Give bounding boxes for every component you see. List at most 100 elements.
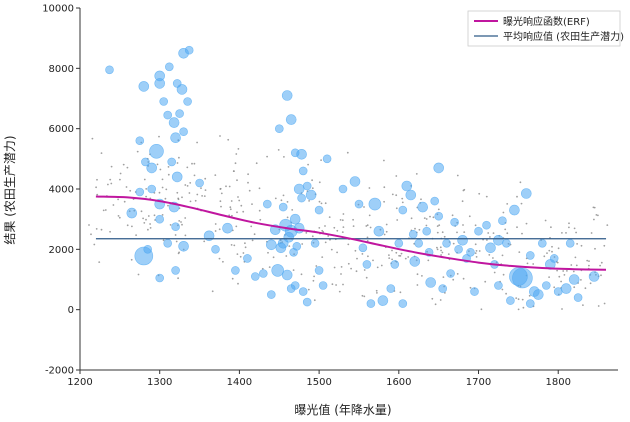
background-dot bbox=[563, 274, 566, 276]
background-dot bbox=[181, 196, 183, 199]
background-dot bbox=[164, 197, 167, 200]
bubble-point bbox=[485, 242, 496, 254]
background-dot bbox=[586, 259, 589, 262]
background-dot bbox=[110, 182, 113, 185]
background-dot bbox=[307, 163, 309, 166]
background-dot bbox=[247, 181, 249, 184]
background-dot bbox=[137, 273, 140, 276]
background-dot bbox=[324, 241, 327, 244]
background-dot bbox=[238, 199, 241, 202]
background-dot bbox=[347, 262, 350, 265]
background-dot bbox=[566, 270, 568, 272]
background-dot bbox=[562, 270, 565, 272]
bubble-point bbox=[292, 242, 302, 251]
background-dot bbox=[437, 208, 440, 211]
background-dot bbox=[404, 257, 407, 260]
background-dot bbox=[366, 236, 369, 239]
background-dot bbox=[395, 207, 398, 210]
background-dot bbox=[599, 264, 601, 267]
background-dot bbox=[122, 163, 125, 166]
background-dot bbox=[474, 243, 477, 246]
background-dot bbox=[194, 199, 197, 202]
background-dot bbox=[492, 257, 494, 259]
background-dot bbox=[595, 214, 598, 216]
background-dot bbox=[486, 239, 488, 241]
background-dot bbox=[231, 214, 233, 217]
background-dot bbox=[556, 269, 558, 272]
background-dot bbox=[234, 162, 237, 165]
background-dot bbox=[502, 273, 505, 276]
background-dot bbox=[318, 181, 321, 184]
bubble-point bbox=[163, 239, 172, 248]
bubble-point bbox=[417, 201, 429, 213]
background-dot bbox=[442, 276, 445, 278]
background-dot bbox=[516, 195, 518, 198]
background-dot bbox=[158, 135, 160, 138]
background-dot bbox=[399, 291, 402, 294]
background-dot bbox=[575, 231, 577, 234]
bubble-point bbox=[525, 299, 535, 308]
background-dot bbox=[575, 264, 578, 267]
background-dot bbox=[592, 206, 595, 209]
background-dot bbox=[321, 256, 324, 258]
bubble-point bbox=[470, 287, 479, 296]
background-dot bbox=[436, 246, 438, 249]
background-dot bbox=[251, 203, 253, 206]
background-dot bbox=[233, 244, 236, 247]
background-dot bbox=[441, 251, 444, 254]
background-dot bbox=[211, 290, 214, 293]
background-dot bbox=[214, 223, 217, 225]
bubble-point bbox=[243, 254, 252, 263]
background-dot bbox=[572, 270, 575, 273]
background-dot bbox=[485, 195, 488, 198]
background-dot bbox=[340, 273, 342, 275]
background-dot bbox=[385, 223, 388, 226]
background-dot bbox=[414, 227, 416, 230]
bubble-point bbox=[498, 216, 507, 225]
background-dot bbox=[90, 233, 92, 236]
background-dot bbox=[436, 225, 439, 228]
background-dot bbox=[603, 302, 606, 305]
background-dot bbox=[338, 290, 341, 293]
bubble-point bbox=[318, 281, 328, 290]
background-dot bbox=[118, 216, 121, 219]
background-dot bbox=[528, 294, 531, 297]
bubble-point bbox=[450, 217, 459, 227]
bubble-point bbox=[271, 264, 285, 277]
background-dot bbox=[447, 253, 450, 256]
background-dot bbox=[462, 277, 465, 280]
background-dot bbox=[110, 165, 113, 168]
background-dot bbox=[228, 214, 231, 217]
bubble-point bbox=[457, 235, 468, 246]
bubble-point bbox=[178, 241, 189, 252]
background-dot bbox=[143, 178, 146, 181]
bubble-point bbox=[171, 266, 180, 275]
bubble-point bbox=[322, 154, 332, 164]
background-dot bbox=[354, 249, 357, 252]
bubble-point bbox=[408, 230, 418, 239]
bubble-point bbox=[573, 293, 583, 302]
bubble-point bbox=[366, 299, 376, 308]
bubble-point bbox=[520, 188, 532, 199]
background-dot bbox=[568, 222, 570, 225]
background-dot bbox=[594, 247, 596, 250]
background-dot bbox=[161, 178, 164, 181]
y-tick-label: 10000 bbox=[42, 4, 74, 15]
background-dot bbox=[219, 188, 222, 190]
background-dot bbox=[375, 289, 378, 292]
background-dot bbox=[383, 200, 385, 203]
background-dot bbox=[220, 205, 222, 208]
background-dot bbox=[336, 229, 339, 232]
background-dot bbox=[258, 209, 261, 212]
background-dot bbox=[478, 250, 481, 252]
bubble-point bbox=[454, 245, 463, 254]
background-dot bbox=[367, 255, 369, 258]
background-dot bbox=[95, 228, 98, 230]
bubble-point bbox=[565, 239, 575, 248]
bubble-point bbox=[258, 269, 268, 278]
bubble-point bbox=[494, 281, 503, 290]
bubble-point bbox=[398, 299, 408, 308]
background-dot bbox=[324, 225, 326, 227]
legend: 曝光响应函数(ERF) 平均响应值 (农田生产潜力) bbox=[467, 10, 624, 47]
background-dot bbox=[177, 277, 180, 280]
